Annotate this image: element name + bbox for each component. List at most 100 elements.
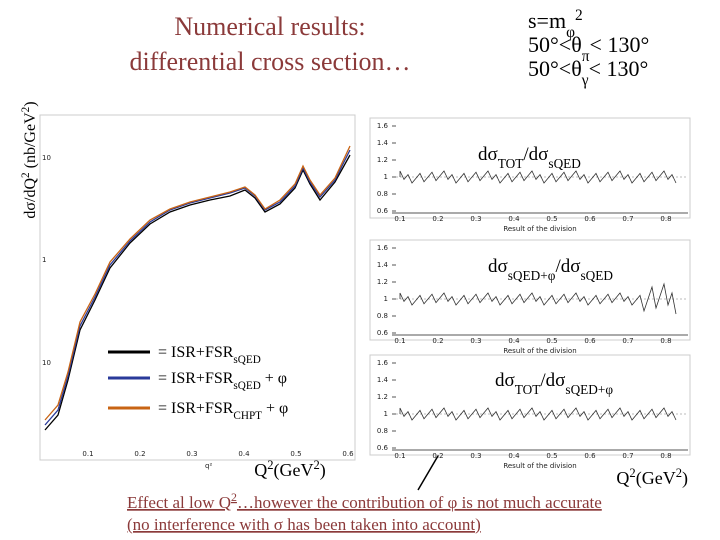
ratio-x-tick-label: 0.2 [432, 215, 443, 223]
text-segment: ) [682, 468, 688, 489]
ratio-points [399, 170, 677, 184]
curve-sqed-phi [44, 149, 351, 426]
ratio-x-tick-label: 0.8 [660, 337, 671, 345]
text-segment: < 130° [590, 32, 650, 57]
text-segment: dσ [495, 370, 515, 391]
text-segment: Q [616, 468, 629, 488]
text-segment: TOT [498, 156, 524, 171]
ratio-x-tick-label: 0.1 [394, 452, 405, 460]
legend-label: = ISR+FSRsQED + φ [158, 370, 287, 392]
ratio-x-tick-label: 0.3 [470, 215, 481, 223]
ratio-y-tick-label: 1.4 [377, 376, 389, 384]
y-tick-label: 10 [42, 359, 51, 367]
ratio-x-tick-label: 0.1 [394, 215, 405, 223]
text-segment: (no interference with σ has been taken i… [127, 515, 481, 534]
text-segment: dσ [488, 256, 508, 277]
text-segment: 2 [313, 458, 319, 472]
ratio-x-tick-label: 0.2 [432, 337, 443, 345]
text-segment: + φ [261, 370, 287, 387]
text-segment: sQED [233, 354, 260, 366]
legend-label: = ISR+FSRCHPT + φ [158, 400, 288, 422]
ratio-x-tick-label: 0.6 [584, 452, 596, 460]
ratio-caption: Result of the division [503, 347, 576, 355]
ratio-x-axis-label: Q2(GeV2) [616, 466, 688, 489]
text-segment: 2 [267, 458, 273, 472]
curve-chpt-phi [44, 145, 351, 421]
ratio-y-tick-label: 0.6 [377, 207, 389, 215]
text-segment: sQED [580, 268, 613, 283]
ratio-y-tick-label: 1.2 [377, 278, 388, 286]
ratio-y-tick-label: 0.6 [377, 444, 389, 452]
ratio-y-tick-label: 1.6 [377, 359, 389, 367]
text-segment: sQED+φ [508, 268, 556, 283]
text-segment: (GeV [274, 460, 314, 481]
text-segment: CHPT [233, 410, 262, 422]
text-segment: ) [22, 101, 39, 106]
x-tick-label: 0.6 [342, 450, 354, 458]
ratio-x-tick-label: 0.7 [622, 337, 633, 345]
slide-title: Numerical results: [174, 12, 365, 41]
ratio-points [399, 407, 677, 421]
ratio-caption: Result of the division [503, 462, 576, 470]
ratio-y-tick-label: 0.6 [377, 329, 389, 337]
ratio-x-tick-label: 0.4 [508, 452, 520, 460]
text-segment: /dσ [555, 256, 580, 277]
text-segment: < 130° [589, 56, 649, 81]
ratio-x-tick-label: 0.8 [660, 452, 671, 460]
text-segment: 2 [231, 490, 237, 504]
condition: s=mφ2 [528, 7, 583, 41]
text-segment: 2 [20, 107, 32, 113]
ratio-x-tick-label: 0.1 [394, 337, 405, 345]
text-segment: + φ [262, 400, 288, 417]
text-segment: 50°<θ [528, 56, 582, 81]
y-tick-label: 10 [42, 154, 51, 162]
curve-sqed [44, 154, 351, 431]
ratio-x-tick-label: 0.8 [660, 215, 671, 223]
ratio-x-tick-label: 0.6 [584, 337, 596, 345]
text-segment: = ISR+FSR [158, 400, 234, 417]
slide-title: differential cross section… [129, 47, 410, 76]
text-segment: 50°<θ [528, 32, 582, 57]
x-tick-label: 0.2 [134, 450, 145, 458]
ratio-y-tick-label: 0.8 [377, 190, 388, 198]
ratio-x-tick-label: 0.4 [508, 337, 520, 345]
text-segment: …however the contribution of φ is not mu… [237, 493, 602, 512]
condition: 50°<θπ< 130° [528, 32, 649, 65]
x-tick-label: 0.5 [290, 450, 301, 458]
text-segment: = ISR+FSR [158, 344, 234, 361]
ratio-y-tick-label: 1.4 [377, 261, 389, 269]
ratio-y-tick-label: 1.6 [377, 244, 389, 252]
ratio-y-tick-label: 1.2 [377, 156, 388, 164]
ratio-x-tick-label: 0.5 [546, 215, 557, 223]
ratio-x-tick-label: 0.7 [622, 215, 633, 223]
main-plot-curves [44, 145, 351, 431]
text-segment: Q [254, 460, 267, 480]
text-segment: /dσ [540, 370, 565, 391]
ratio-label: dσsQED+φ/dσsQED [488, 256, 613, 283]
ratio-x-tick-label: 0.5 [546, 452, 557, 460]
text-segment: ) [320, 460, 326, 481]
ratio-x-tick-label: 0.4 [508, 215, 520, 223]
text-segment: 2 [575, 7, 583, 24]
text-segment: (nb/GeV [22, 112, 39, 172]
x-tick-label: 0.3 [186, 450, 197, 458]
text-segment: sQED [548, 156, 581, 171]
ratio-x-tick-label: 0.5 [546, 337, 557, 345]
ratio-x-tick-label: 0.7 [622, 452, 633, 460]
legend-label: = ISR+FSRsQED [158, 344, 261, 366]
x-axis-label: Q2(GeV2) [254, 458, 326, 481]
x-tick-label: 0.1 [82, 450, 93, 458]
text-segment: π [582, 48, 590, 65]
ratio-y-tick-label: 1.2 [377, 393, 388, 401]
text-segment: s=m [528, 8, 566, 33]
content: Numerical results: differential cross sec… [20, 7, 691, 534]
ratio-y-tick-label: 1.6 [377, 122, 389, 130]
ratio-points [399, 282, 677, 315]
text-segment: 2 [20, 172, 32, 178]
ratio-x-tick-label: 0.3 [470, 337, 481, 345]
ratio-y-tick-label: 1 [384, 295, 388, 303]
text-segment: sQED+φ [565, 382, 613, 397]
text-segment: φ [566, 24, 575, 41]
footnote: (no interference with σ has been taken i… [127, 515, 481, 534]
